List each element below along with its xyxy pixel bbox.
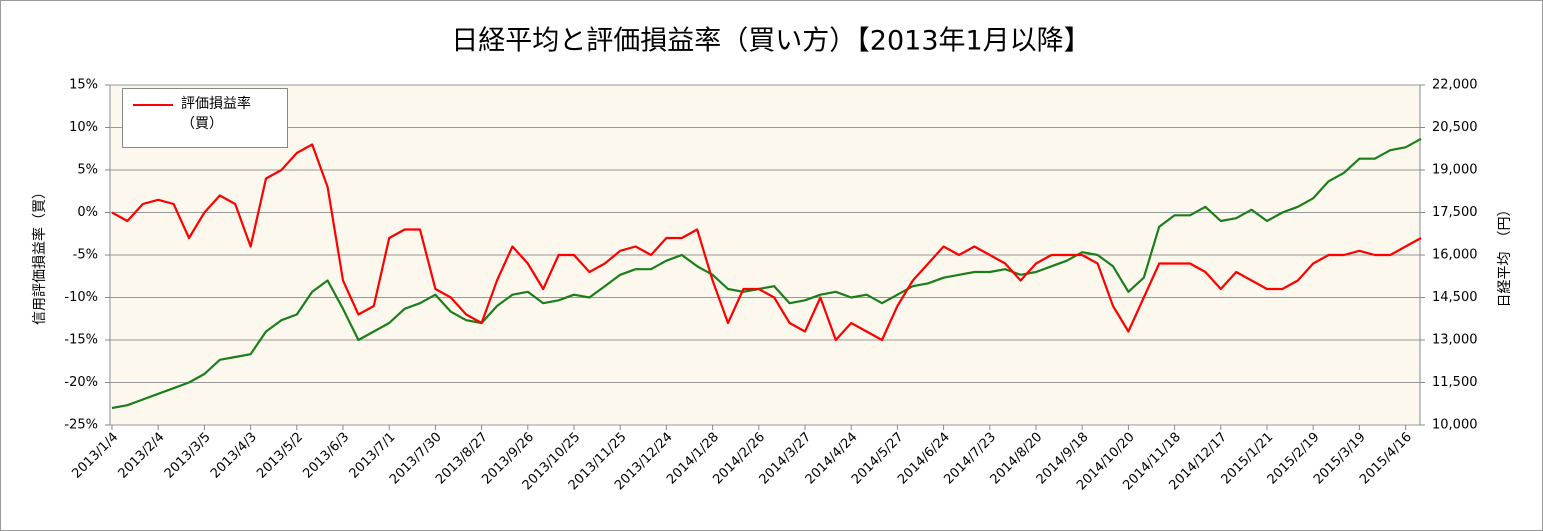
y2-tick-label: 16,000: [1432, 248, 1478, 263]
y-tick-label: 10%: [69, 120, 98, 135]
y-tick-label: 5%: [77, 163, 98, 178]
y-tick-label: -20%: [64, 375, 98, 390]
y-axis-title: 信用評価損益率（買）: [31, 185, 48, 325]
chart-title: 日経平均と評価損益率（買い方）【2013年1月以降】: [451, 26, 1090, 57]
series-line: [111, 137, 1422, 410]
y-tick-label: 0%: [77, 205, 98, 220]
legend-swatch: [133, 104, 173, 106]
legend-label: 評価損益率（買）: [181, 96, 251, 132]
y2-tick-label: 14,500: [1432, 290, 1478, 305]
y2-tick-label: 13,000: [1432, 333, 1478, 348]
y2-tick-label: 11,500: [1432, 375, 1478, 390]
y2-axis-title: 日経平均 （円）: [1497, 203, 1513, 308]
series-line: [111, 143, 1422, 342]
y-tick-label: -10%: [64, 290, 98, 305]
y-tick-label: -25%: [64, 418, 98, 433]
y2-tick-label: 10,000: [1432, 418, 1478, 433]
y-tick-label: -15%: [64, 333, 98, 348]
y2-tick-label: 22,000: [1432, 78, 1478, 93]
legend: 評価損益率（買）: [122, 88, 288, 148]
y-tick-label: 15%: [69, 78, 98, 93]
y-tick-label: -5%: [73, 248, 98, 263]
y2-tick-label: 20,500: [1432, 120, 1478, 135]
y2-tick-label: 17,500: [1432, 205, 1478, 220]
y2-tick-label: 19,000: [1432, 163, 1478, 178]
